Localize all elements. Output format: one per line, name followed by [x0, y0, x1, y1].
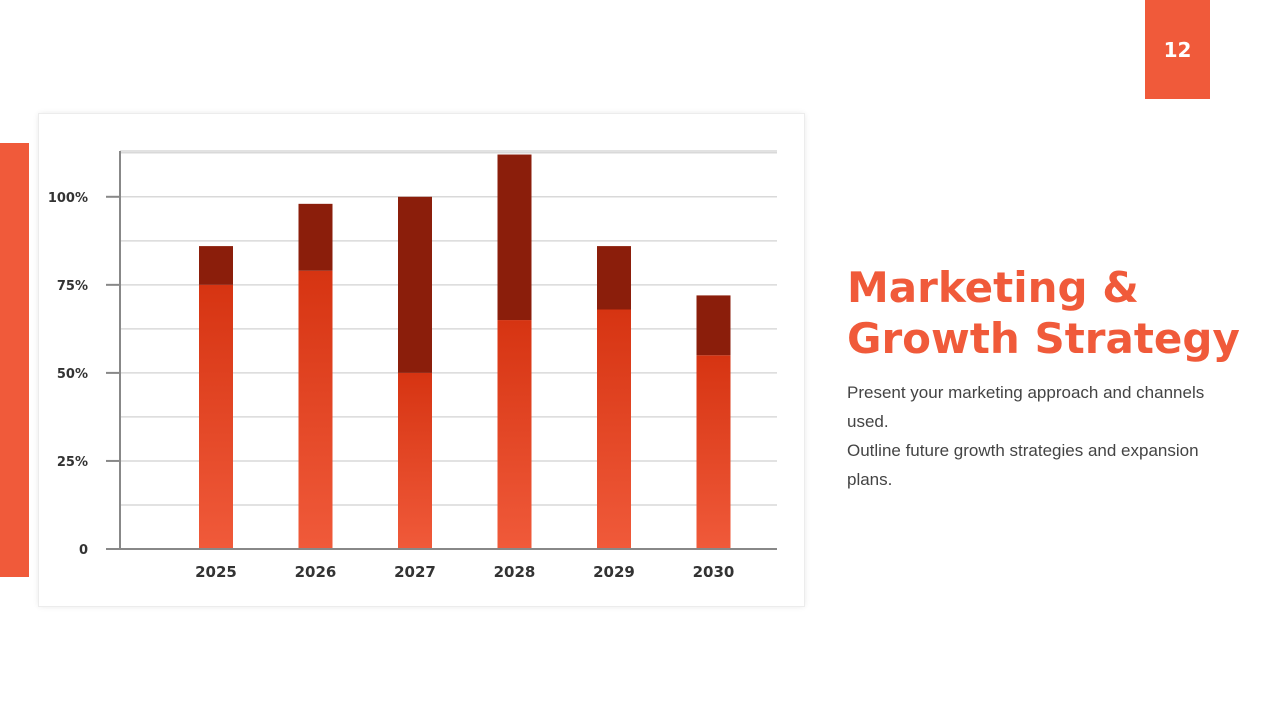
bar-segment-upper: [696, 295, 731, 356]
slide-title: Marketing & Growth Strategy: [847, 262, 1267, 364]
bar-segment-upper: [298, 203, 333, 271]
x-tick-label: 2027: [394, 563, 436, 581]
x-tick-label: 2026: [295, 563, 337, 581]
bar-segment-lower: [398, 372, 432, 549]
bars: [199, 154, 731, 549]
y-tick-label: 0: [79, 543, 88, 558]
bar-segment-lower: [497, 320, 532, 549]
x-tick-label: 2025: [195, 563, 237, 581]
x-tick-label: 2028: [494, 563, 536, 581]
bar-segment-lower: [696, 355, 731, 549]
page-number-badge: 12: [1145, 0, 1210, 99]
axes: [106, 151, 777, 550]
y-tick-label: 100%: [48, 191, 88, 206]
description-paragraph-2: Outline future growth strategies and exp…: [847, 441, 1199, 489]
y-tick-label: 25%: [57, 455, 88, 470]
description-paragraph-1: Present your marketing approach and chan…: [847, 383, 1205, 431]
bar-segment-lower: [199, 284, 233, 549]
slide-description: Present your marketing approach and chan…: [847, 378, 1247, 494]
y-tick-label: 50%: [57, 367, 88, 382]
bar-segment-upper: [398, 196, 432, 373]
bar-segment-upper: [199, 246, 233, 285]
bar-chart: 2025 2026 2027 2028 2029 2030 0 25% 50% 75% 100%: [48, 150, 777, 581]
axis-labels: 2025 2026 2027 2028 2029 2030 0 25% 50% 75% 100%: [48, 191, 735, 581]
left-accent-bar: [0, 143, 29, 577]
chart-card: 2025 2026 2027 2028 2029 2030 0 25% 50% 75% 100%: [38, 113, 805, 607]
x-tick-label: 2029: [593, 563, 635, 581]
y-tick-label: 75%: [57, 279, 88, 294]
bar-segment-lower: [597, 309, 631, 549]
bar-segment-lower: [298, 270, 333, 549]
page-number: 12: [1163, 37, 1192, 62]
slide-title-line-1: Marketing &: [847, 263, 1139, 312]
bar-segment-upper: [497, 154, 532, 321]
bar-segment-upper: [597, 246, 631, 310]
slide-title-line-2: Growth Strategy: [847, 314, 1240, 363]
x-tick-label: 2030: [693, 563, 735, 581]
